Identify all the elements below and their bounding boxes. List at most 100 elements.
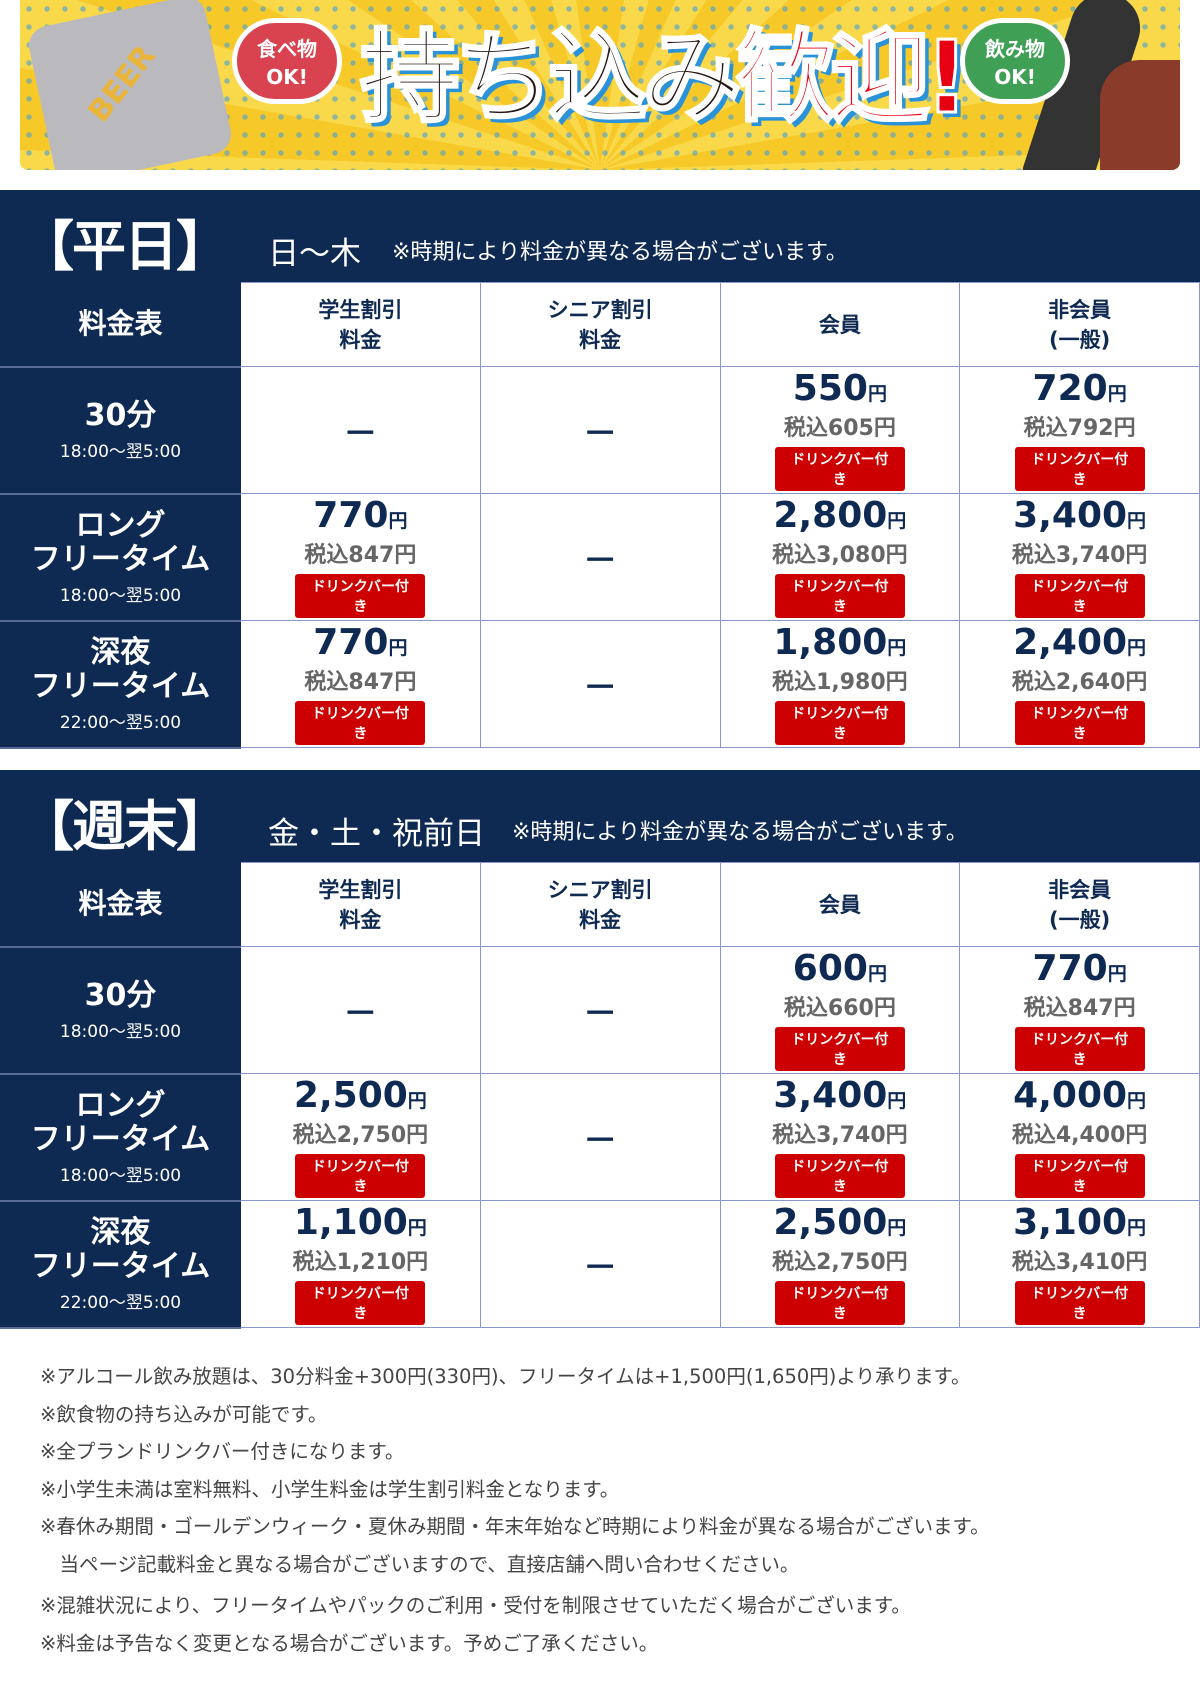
plan-time: 18:00〜翌5:00 [59, 585, 182, 606]
note-item: ※アルコール飲み放題は、30分料金+300円(330円)、フリータイムは+1,5… [40, 1365, 971, 1388]
plan-label: 深夜 フリータイム [30, 1214, 211, 1284]
tax-included-price: 税込3,080円 [721, 541, 960, 571]
tax-value: 3,740 [816, 1123, 886, 1148]
yen-unit: 円 [887, 1090, 907, 1112]
yen-unit: 円 [394, 670, 417, 695]
price-value: 1,800 [773, 622, 888, 663]
price: 770円 [960, 949, 1199, 994]
drink-bar-badge: ドリンクバー付き [774, 701, 905, 745]
tax-prefix: 税込 [1011, 670, 1056, 695]
yen-unit: 円 [867, 963, 887, 985]
price: 2,500円 [241, 1076, 480, 1121]
tax-prefix: 税込 [772, 1250, 817, 1275]
table-row: ロング フリータイム 18:00〜翌5:00 2,500円 税込2,750円 ドリンクバ… [0, 1073, 1200, 1202]
tax-value: 2,750 [336, 1123, 407, 1148]
table-row: 深夜 フリータイム 22:00〜翌5:00 770円 税込847円 ドリンクバー付き－ 1… [0, 620, 1200, 749]
yen-unit: 円 [885, 543, 908, 568]
row-header: ロング フリータイム 18:00〜翌5:00 [0, 493, 241, 622]
tax-prefix: 税込 [292, 1250, 337, 1275]
yen-unit: 円 [885, 1250, 908, 1275]
price-value: 3,100 [1013, 1202, 1128, 1243]
tax-prefix: 税込 [304, 543, 349, 568]
price: 600円 [721, 949, 960, 994]
not-available-dash: － [583, 1247, 618, 1288]
price: 770円 [241, 623, 480, 668]
yen-unit: 円 [406, 1123, 429, 1148]
section-note: ※時期により料金が異なる場合がございます。 [512, 820, 968, 845]
not-available-dash: － [343, 413, 378, 454]
price: 770円 [241, 496, 480, 541]
tax-value: 3,410 [1055, 1250, 1126, 1275]
yen-unit: 円 [394, 543, 417, 568]
plan-time: 22:00〜翌5:00 [59, 1292, 182, 1313]
price: 1,100円 [241, 1203, 480, 1248]
section-header: 【週末】 金・土・祝前日 ※時期により料金が異なる場合がございます。 [0, 770, 1200, 862]
note-item: ※混雑状況により、フリータイムやパックのご利用・受付を制限させていただく場合がご… [40, 1594, 911, 1617]
section-tag: 【平日】 [20, 215, 230, 278]
tax-prefix: 税込 [772, 670, 817, 695]
price-cell: － [479, 366, 721, 494]
yen-unit: 円 [887, 1217, 907, 1239]
tax-prefix: 税込 [1011, 543, 1056, 568]
yen-unit: 円 [1125, 543, 1148, 568]
drink-bar-badge: ドリンクバー付き [295, 574, 426, 618]
plan-time: 18:00〜翌5:00 [59, 1021, 182, 1042]
price-value: 3,400 [773, 1075, 888, 1116]
tax-included-price: 税込1,980円 [721, 668, 960, 698]
column-header: シニア割引 料金 [479, 862, 721, 947]
yen-unit: 円 [1125, 670, 1148, 695]
drink-bar-badge: ドリンクバー付き [774, 1154, 905, 1198]
price-cell: － [479, 493, 721, 621]
weekday-price-section: 【平日】 日〜木 ※時期により料金が異なる場合がございます。 料金表 学生割引 料金 シニ… [0, 190, 1200, 749]
tax-value: 2,750 [816, 1250, 886, 1275]
yen-unit: 円 [1107, 383, 1127, 405]
table-row: 30分 18:00〜翌5:00 －－ 550円 税込605円 ドリンクバー付き 720円 税込… [0, 366, 1200, 495]
note-item: ※飲食物の持ち込みが可能です。 [40, 1402, 328, 1426]
tax-included-price: 税込847円 [960, 994, 1199, 1024]
tax-value: 847 [348, 670, 395, 695]
section-days: 日〜木 [268, 236, 361, 272]
yen-unit: 円 [407, 1217, 427, 1239]
tax-value: 1,210 [336, 1250, 407, 1275]
tax-included-price: 税込792円 [960, 414, 1199, 444]
price-value: 3,400 [1013, 495, 1128, 536]
tax-included-price: 税込2,640円 [960, 668, 1199, 698]
price-cell: 1,800 円 税込1,980円 ドリンクバー付き [719, 620, 961, 748]
not-available-dash: － [583, 1120, 618, 1161]
yen-unit: 円 [1125, 1123, 1148, 1148]
tax-value: 792 [1067, 416, 1114, 441]
price-cell: － [240, 366, 481, 494]
yen-unit: 円 [1107, 963, 1127, 985]
tax-prefix: 税込 [1023, 996, 1068, 1021]
yen-unit: 円 [885, 1123, 908, 1148]
yen-unit: 円 [885, 670, 908, 695]
tax-value: 4,400 [1055, 1123, 1126, 1148]
note-item: ※小学生未満は室料無料、小学生料金は学生割引料金となります。 [40, 1477, 620, 1501]
price: 550円 [721, 369, 960, 414]
not-available-dash: － [583, 413, 618, 454]
yen-unit: 円 [1127, 510, 1147, 532]
tax-value: 2,640 [1055, 670, 1126, 695]
price-value: 770 [313, 622, 389, 663]
tax-value: 847 [348, 543, 395, 568]
price: 2,400円 [960, 623, 1199, 668]
price: 2,500円 [721, 1203, 960, 1248]
price-value: 2,500 [773, 1202, 888, 1243]
row-header: ロング フリータイム 18:00〜翌5:00 [0, 1073, 241, 1202]
price-cell: 2,500円 税込2,750円 ドリンクバー付き [719, 1200, 961, 1328]
price-value: 600 [792, 948, 868, 989]
not-available-dash: － [583, 993, 618, 1034]
drink-bar-badge: ドリンクバー付き [295, 701, 426, 745]
price-value: 4,000 [1013, 1075, 1128, 1116]
column-header: シニア割引 料金 [479, 282, 721, 367]
note-item: ※春休み期間・ゴールデンウィーク・夏休み期間・年末年始など時期により料金が異なる… [40, 1515, 990, 1538]
tax-prefix: 税込 [1011, 1123, 1056, 1148]
not-available-dash: － [343, 993, 378, 1034]
drink-bar-badge: ドリンクバー付き [295, 1154, 426, 1198]
drink-bar-badge: ドリンクバー付き [774, 1281, 905, 1325]
plan-time: 18:00〜翌5:00 [59, 441, 182, 462]
tax-included-price: 税込4,400円 [960, 1121, 1199, 1151]
price-cell: 2,400円 税込2,640円 ドリンクバー付き [959, 620, 1200, 748]
drink-bar-badge: ドリンクバー付き [295, 1281, 426, 1325]
drink-cup-illustration [1100, 60, 1180, 170]
